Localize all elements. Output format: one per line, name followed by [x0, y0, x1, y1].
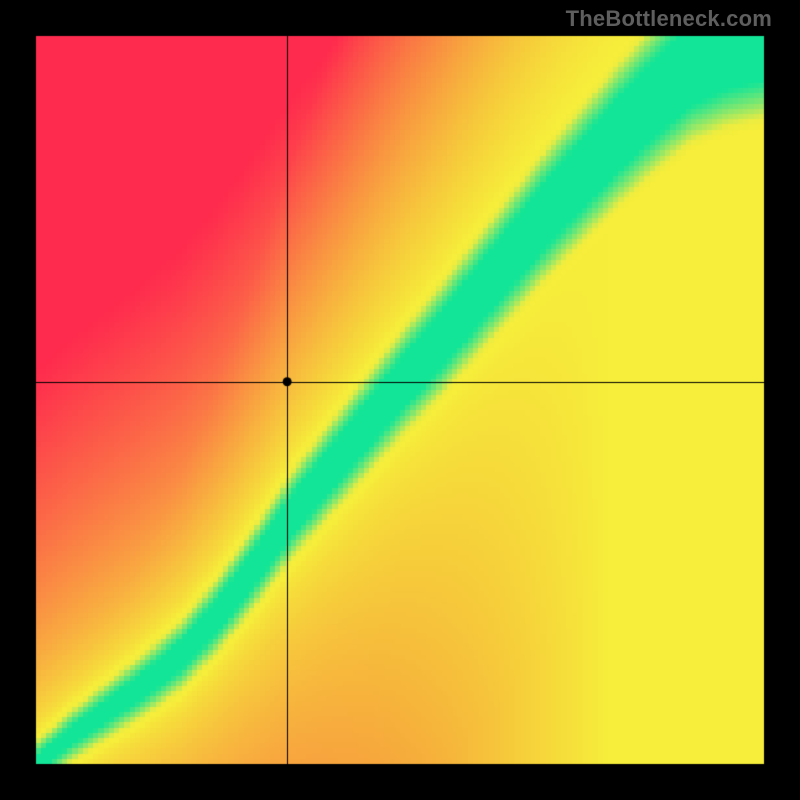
watermark-text: TheBottleneck.com: [566, 6, 772, 32]
chart-frame: { "watermark": { "text": "TheBottleneck.…: [0, 0, 800, 800]
bottleneck-heatmap: [0, 0, 800, 800]
